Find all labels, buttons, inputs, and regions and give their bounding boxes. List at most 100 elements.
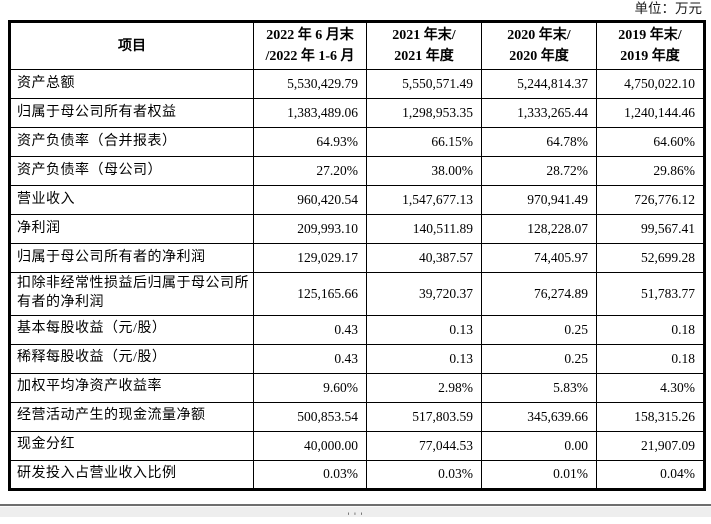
header-2019-line2: 2019 年度	[620, 49, 680, 64]
row-value: 517,803.59	[366, 401, 482, 432]
row-value: 0.25	[481, 343, 597, 374]
table-header: 项目 2022 年 6 月末 /2022 年 1-6 月 2021 年末/ 20…	[9, 21, 705, 70]
table-row: 加权平均净资产收益率 9.60% 2.98% 5.83% 4.30%	[9, 372, 705, 403]
header-2021-column: 2021 年末/ 2021 年度	[366, 21, 482, 70]
table-row: 扣除非经常性损益后归属于母公司所有者的净利润 125,165.66 39,720.3…	[9, 272, 705, 316]
table-row: 净利润 209,993.10 140,511.89 128,228.07 99,567.…	[9, 214, 705, 244]
row-value: 209,993.10	[253, 214, 367, 244]
row-value: 345,639.66	[481, 401, 597, 432]
row-value: 1,383,489.06	[253, 98, 367, 128]
table-row: 现金分红 40,000.00 77,044.53 0.00 21,907.09	[9, 430, 705, 461]
window-edge-strip: '''	[0, 504, 711, 522]
header-2022-line1: 2022 年 6 月末	[266, 28, 354, 43]
row-value: 2.98%	[366, 372, 482, 403]
row-value: 29.86%	[596, 156, 705, 186]
header-2021-line2: 2021 年度	[394, 49, 454, 64]
row-label: 营业收入	[9, 185, 254, 215]
row-value: 28.72%	[481, 156, 597, 186]
row-value: 66.15%	[366, 127, 482, 157]
row-value: 99,567.41	[596, 214, 705, 244]
table-row: 经营活动产生的现金流量净额 500,853.54 517,803.59 345,639…	[9, 401, 705, 432]
unit-label: 单位：万元	[634, 1, 703, 16]
row-value: 5,244,814.37	[481, 69, 597, 99]
row-value: 0.04%	[596, 459, 705, 490]
header-2019-line1: 2019 年末/	[618, 28, 682, 43]
row-value: 4.30%	[596, 372, 705, 403]
row-value: 0.01%	[481, 459, 597, 490]
row-value: 1,547,677.13	[366, 185, 482, 215]
row-label: 资产总额	[9, 69, 254, 99]
row-value: 21,907.09	[596, 430, 705, 461]
row-value: 9.60%	[253, 372, 367, 403]
row-value: 0.13	[366, 343, 482, 374]
row-value: 1,298,953.35	[366, 98, 482, 128]
row-value: 0.43	[253, 343, 367, 374]
row-label: 归属于母公司所有者权益	[9, 98, 254, 128]
row-value: 0.03%	[366, 459, 482, 490]
row-label: 加权平均净资产收益率	[9, 372, 254, 403]
row-label: 稀释每股收益（元/股）	[9, 343, 254, 374]
row-value: 0.18	[596, 314, 705, 345]
row-value: 40,387.57	[366, 243, 482, 273]
row-value: 726,776.12	[596, 185, 705, 215]
row-label: 研发投入占营业收入比例	[9, 459, 254, 490]
row-value: 1,240,144.46	[596, 98, 705, 128]
row-value: 4,750,022.10	[596, 69, 705, 99]
row-value: 5,530,429.79	[253, 69, 367, 99]
header-2022-line2: /2022 年 1-6 月	[265, 49, 355, 64]
table-row: 稀释每股收益（元/股） 0.43 0.13 0.25 0.18	[9, 343, 705, 374]
row-value: 5.83%	[481, 372, 597, 403]
row-label: 基本每股收益（元/股）	[9, 314, 254, 345]
row-value: 0.03%	[253, 459, 367, 490]
row-value: 77,044.53	[366, 430, 482, 461]
row-value: 76,274.89	[481, 272, 597, 316]
table-row: 资产负债率（母公司） 27.20% 38.00% 28.72% 29.86%	[9, 156, 705, 186]
row-value: 960,420.54	[253, 185, 367, 215]
row-value: 129,029.17	[253, 243, 367, 273]
row-value: 38.00%	[366, 156, 482, 186]
row-value: 0.25	[481, 314, 597, 345]
row-label: 资产负债率（合并报表）	[9, 127, 254, 157]
row-value: 27.20%	[253, 156, 367, 186]
financial-summary-table: 项目 2022 年 6 月末 /2022 年 1-6 月 2021 年末/ 20…	[8, 20, 706, 491]
row-value: 970,941.49	[481, 185, 597, 215]
row-value: 128,228.07	[481, 214, 597, 244]
table-body: 资产总额 5,530,429.79 5,550,571.49 5,244,814.37…	[9, 69, 705, 490]
row-value: 158,315.26	[596, 401, 705, 432]
header-item-label: 项目	[118, 38, 146, 54]
row-value: 0.43	[253, 314, 367, 345]
row-label: 资产负债率（母公司）	[9, 156, 254, 186]
row-value: 64.93%	[253, 127, 367, 157]
table-row: 研发投入占营业收入比例 0.03% 0.03% 0.01% 0.04%	[9, 459, 705, 490]
table-row: 归属于母公司所有者的净利润 129,029.17 40,387.57 74,405.9…	[9, 243, 705, 273]
row-value: 40,000.00	[253, 430, 367, 461]
row-value: 140,511.89	[366, 214, 482, 244]
table-row: 资产负债率（合并报表） 64.93% 66.15% 64.78% 64.60%	[9, 127, 705, 157]
header-2020-column: 2020 年末/ 2020 年度	[481, 21, 597, 70]
resize-handle-icon: '''	[345, 512, 366, 522]
header-2022-column: 2022 年 6 月末 /2022 年 1-6 月	[253, 21, 367, 70]
row-value: 52,699.28	[596, 243, 705, 273]
row-value: 0.13	[366, 314, 482, 345]
row-value: 51,783.77	[596, 272, 705, 316]
row-label: 归属于母公司所有者的净利润	[9, 243, 254, 273]
header-2020-line2: 2020 年度	[509, 49, 569, 64]
row-value: 5,550,571.49	[366, 69, 482, 99]
row-label: 扣除非经常性损益后归属于母公司所有者的净利润	[9, 272, 254, 316]
row-value: 0.00	[481, 430, 597, 461]
header-2021-line1: 2021 年末/	[392, 28, 456, 43]
row-value: 64.78%	[481, 127, 597, 157]
row-value: 74,405.97	[481, 243, 597, 273]
row-value: 39,720.37	[366, 272, 482, 316]
row-value: 1,333,265.44	[481, 98, 597, 128]
table-row: 归属于母公司所有者权益 1,383,489.06 1,298,953.35 1,333…	[9, 98, 705, 128]
header-item-column: 项目	[9, 21, 254, 70]
table-row: 基本每股收益（元/股） 0.43 0.13 0.25 0.18	[9, 314, 705, 345]
row-value: 500,853.54	[253, 401, 367, 432]
row-value: 64.60%	[596, 127, 705, 157]
header-row: 项目 2022 年 6 月末 /2022 年 1-6 月 2021 年末/ 20…	[9, 21, 705, 70]
table-row: 资产总额 5,530,429.79 5,550,571.49 5,244,814.37…	[9, 69, 705, 99]
row-label: 经营活动产生的现金流量净额	[9, 401, 254, 432]
row-label: 现金分红	[9, 430, 254, 461]
